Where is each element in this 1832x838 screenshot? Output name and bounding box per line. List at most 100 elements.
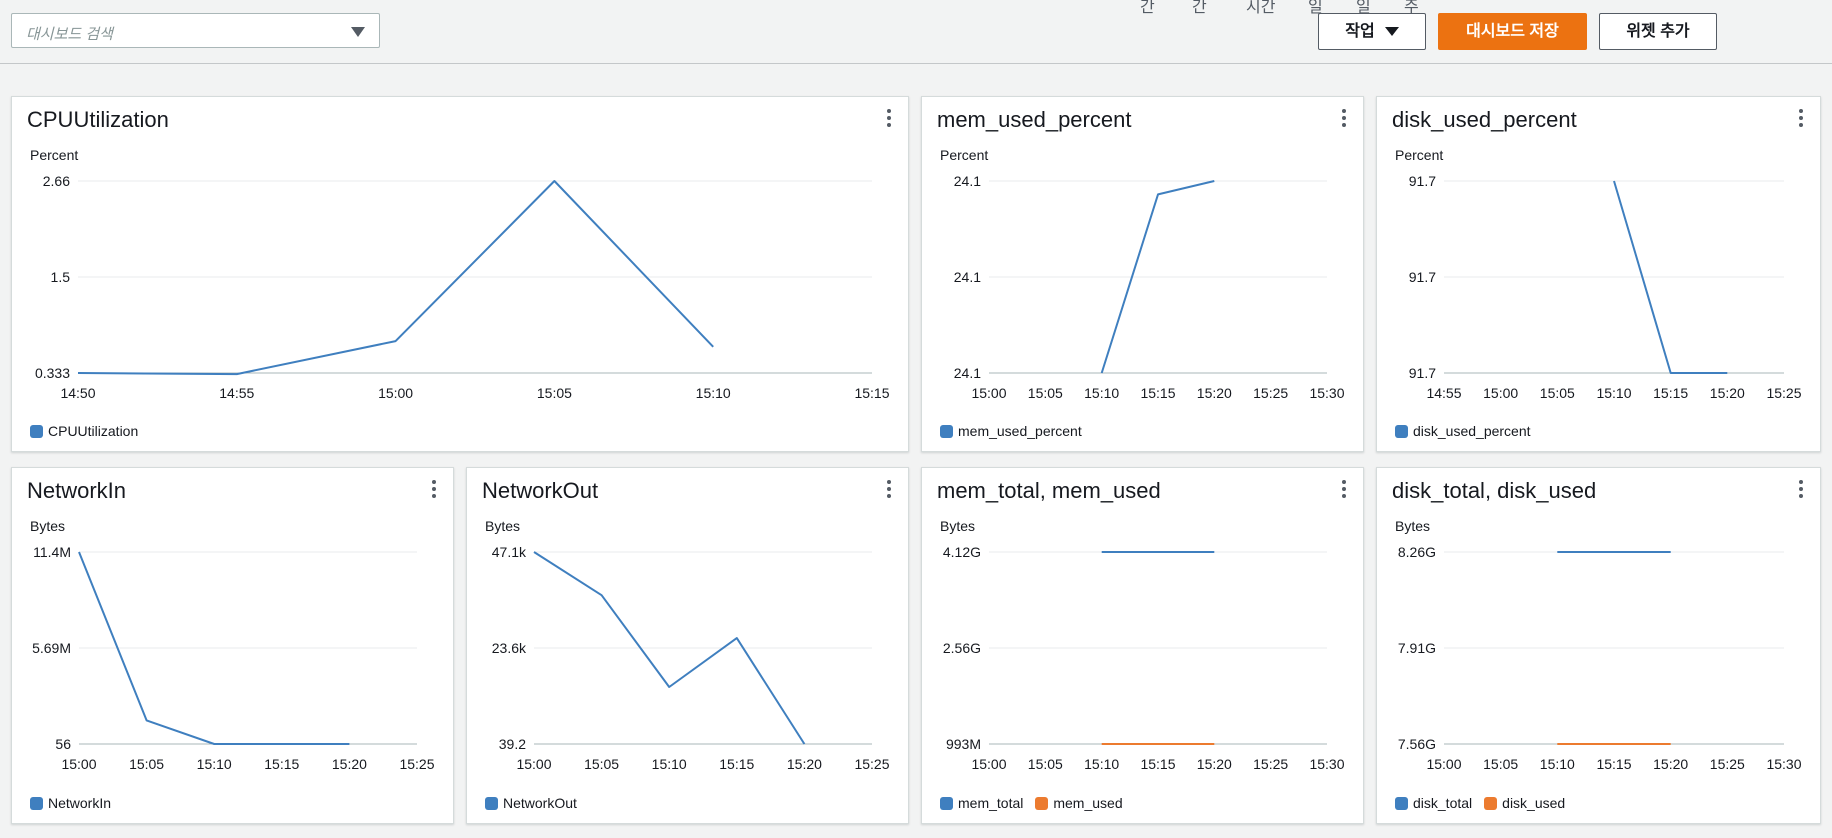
x-tick-label: 15:25: [1766, 385, 1801, 401]
x-tick-label: 15:30: [1309, 385, 1344, 401]
actions-button[interactable]: 작업: [1318, 13, 1426, 50]
y-tick-label: 91.7: [1409, 269, 1436, 285]
legend-item[interactable]: NetworkOut: [485, 795, 577, 811]
legend-item[interactable]: disk_used_percent: [1395, 423, 1531, 439]
chart-legend: mem_total mem_used: [940, 795, 1135, 811]
x-tick-label: 15:10: [1540, 756, 1575, 772]
x-tick-label: 15:15: [1653, 385, 1688, 401]
x-tick-label: 15:25: [854, 756, 889, 772]
chart-plot[interactable]: 2.66 1.5 0.333 14:50 14:55 15:00 15:05 15:10 15:…: [12, 97, 910, 453]
series-line-networkout[interactable]: [533, 551, 806, 745]
time-range-chip[interactable]: 시간: [1246, 0, 1276, 16]
x-tick-label: 15:00: [971, 385, 1006, 401]
chart-legend: disk_used_percent: [1395, 423, 1543, 439]
y-tick-label: 4.12G: [943, 544, 981, 560]
dashboard-search-select[interactable]: 대시보드 검색: [11, 13, 380, 48]
more-options-icon[interactable]: [1798, 109, 1804, 129]
widget-title: disk_used_percent: [1392, 107, 1577, 132]
metric-widget[interactable]: CPUUtilization Percent 2.66 1.5 0.333 14:50 14…: [11, 96, 909, 452]
widget-title: NetworkOut: [482, 478, 599, 503]
chart-plot[interactable]: 91.7 91.7 91.7 14:55 15:00 15:05 15:10 15:15 15:…: [1377, 97, 1822, 453]
legend-item[interactable]: CPUUtilization: [30, 423, 138, 439]
chart-plot[interactable]: 11.4M 5.69M 56 15:00 15:05 15:10 15:15 15:20 15:…: [12, 468, 455, 825]
series-line-mem-used-percent[interactable]: [1100, 180, 1215, 374]
x-tick-label: 15:15: [264, 756, 299, 772]
series-line-disk-used-percent[interactable]: [1613, 180, 1728, 374]
metric-widget[interactable]: disk_used_percent Percent 91.7 91.7 91.7 14:5…: [1376, 96, 1821, 452]
legend-label: disk_used_percent: [1413, 423, 1531, 439]
y-tick-label: 1.5: [51, 269, 71, 285]
dashboard-toolbar: 대시보드 검색 간 간 시간 일 일 주 작업 대시보드 저장 위젯 추가: [0, 0, 1832, 64]
y-tick-label: 2.66: [43, 173, 70, 189]
x-tick-label: 15:00: [516, 756, 551, 772]
time-range-chip[interactable]: 간: [1140, 0, 1155, 16]
add-widget-button[interactable]: 위젯 추가: [1599, 13, 1717, 50]
legend-item[interactable]: mem_total: [940, 795, 1023, 811]
legend-label: CPUUtilization: [48, 423, 139, 439]
time-range-chip[interactable]: 일: [1308, 0, 1323, 16]
x-tick-label: 15:05: [537, 385, 572, 401]
x-tick-label: 15:25: [1710, 756, 1745, 772]
legend-item[interactable]: mem_used_percent: [940, 423, 1082, 439]
chart-plot[interactable]: 24.1 24.1 24.1 15:00 15:05 15:10 15:15 15:20 15:…: [922, 97, 1365, 453]
legend-label: disk_total: [1413, 795, 1473, 811]
y-axis-unit: Percent: [940, 147, 989, 163]
chart-plot[interactable]: 47.1k 23.6k 39.2 15:00 15:05 15:10 15:15 15:20 1…: [467, 468, 910, 825]
more-options-icon[interactable]: [886, 109, 892, 129]
metric-widget[interactable]: NetworkIn Bytes 11.4M 5.69M 56 15:00 15:05 15:1…: [11, 467, 454, 824]
y-tick-label: 2.56G: [943, 640, 981, 656]
more-options-icon[interactable]: [886, 480, 892, 500]
time-range-chip[interactable]: 일: [1356, 0, 1371, 16]
y-tick-label: 0.333: [35, 365, 70, 381]
x-tick-label: 15:30: [1766, 756, 1801, 772]
legend-swatch: [1484, 797, 1498, 810]
metric-widget[interactable]: mem_total, mem_used Bytes 4.12G 2.56G 993M 15…: [921, 467, 1364, 824]
metric-widget[interactable]: NetworkOut Bytes 47.1k 23.6k 39.2 15:00 15:05 1…: [466, 467, 909, 824]
x-tick-label: 15:20: [1197, 385, 1232, 401]
save-dashboard-button[interactable]: 대시보드 저장: [1438, 13, 1587, 50]
y-axis-unit: Percent: [30, 147, 79, 163]
metric-widget[interactable]: disk_total, disk_used Bytes 8.26G 7.91G 7.56…: [1376, 467, 1821, 824]
legend-swatch: [30, 425, 43, 438]
chart-plot[interactable]: 4.12G 2.56G 993M 15:00 15:05 15:10 15:15 15:20 1…: [922, 468, 1365, 825]
legend-item[interactable]: NetworkIn: [30, 795, 111, 811]
more-options-icon[interactable]: [1341, 480, 1347, 500]
metric-widget[interactable]: mem_used_percent Percent 24.1 24.1 24.1 15:00…: [921, 96, 1364, 452]
x-tick-label: 15:25: [1253, 385, 1288, 401]
series-line-cpuutilization[interactable]: [77, 180, 714, 376]
legend-label: mem_total: [958, 795, 1024, 811]
caret-down-icon: [1384, 27, 1399, 37]
search-placeholder: 대시보드 검색: [26, 26, 113, 43]
y-axis-unit: Bytes: [485, 518, 521, 534]
y-tick-label: 7.91G: [1398, 640, 1436, 656]
legend-label: mem_used: [1053, 795, 1123, 811]
more-options-icon[interactable]: [431, 480, 437, 500]
legend-item[interactable]: disk_total: [1395, 795, 1472, 811]
x-tick-label: 15:30: [1309, 756, 1344, 772]
chevron-down-icon[interactable]: [351, 27, 365, 37]
x-tick-label: 15:05: [1028, 385, 1063, 401]
series-line-networkin[interactable]: [78, 551, 350, 745]
legend-swatch: [485, 797, 498, 810]
chart-plot[interactable]: 8.26G 7.91G 7.56G 15:00 15:05 15:10 15:15 15:20…: [1377, 468, 1822, 825]
widget-title: mem_total, mem_used: [937, 478, 1161, 503]
chart-legend: CPUUtilization: [30, 423, 150, 439]
legend-label: NetworkIn: [48, 795, 112, 811]
y-tick-label: 11.4M: [33, 544, 71, 560]
x-tick-label: 15:00: [378, 385, 413, 401]
time-range-chip[interactable]: 주: [1404, 0, 1419, 16]
y-tick-label: 91.7: [1409, 365, 1436, 381]
legend-item[interactable]: mem_used: [1035, 795, 1123, 811]
y-axis-unit: Bytes: [30, 518, 66, 534]
time-range-chip[interactable]: 간: [1192, 0, 1207, 16]
x-tick-label: 15:25: [1253, 756, 1288, 772]
widget-title: CPUUtilization: [27, 107, 169, 132]
x-tick-label: 15:05: [1540, 385, 1575, 401]
x-tick-label: 15:00: [971, 756, 1006, 772]
more-options-icon[interactable]: [1341, 109, 1347, 129]
x-tick-label: 14:50: [60, 385, 95, 401]
x-tick-label: 15:20: [1197, 756, 1232, 772]
x-tick-label: 15:10: [696, 385, 731, 401]
more-options-icon[interactable]: [1798, 480, 1804, 500]
legend-item[interactable]: disk_used: [1484, 795, 1565, 811]
